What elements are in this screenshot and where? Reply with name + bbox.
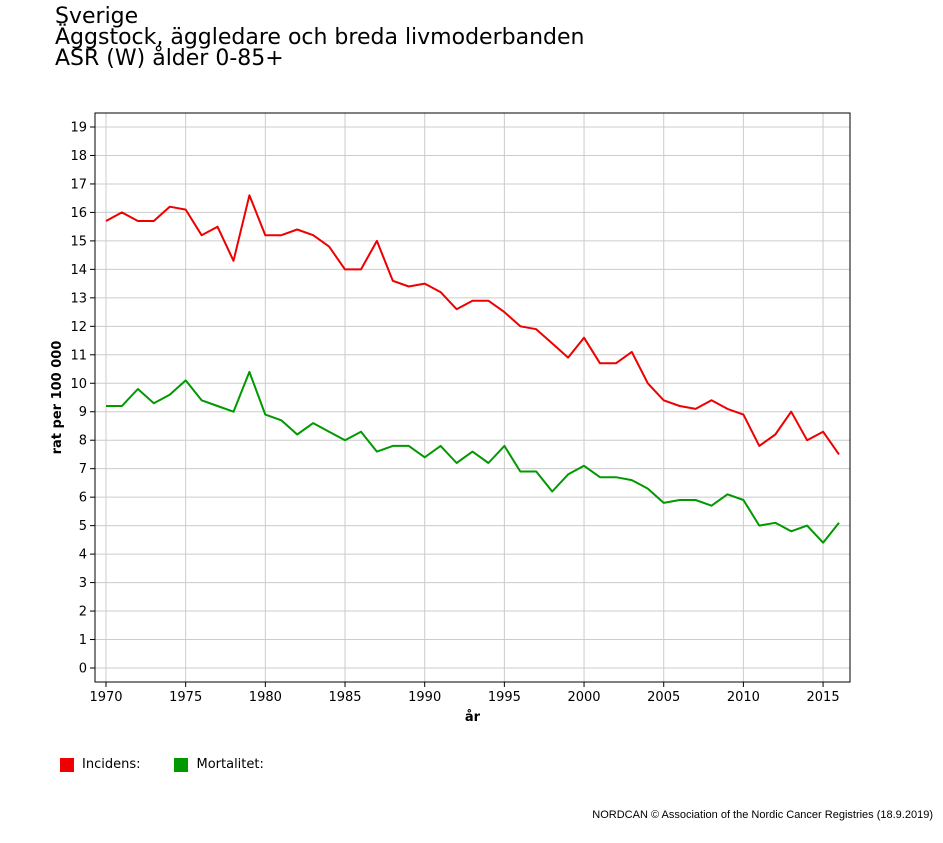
axes: 1970 1975 1980 1985 1990 1995 2000 2005 2010 2015… xyxy=(70,121,839,706)
y-tick-label: 12 xyxy=(70,320,87,335)
y-tick-label: 2 xyxy=(79,605,87,620)
title-country: Sverige xyxy=(55,4,139,29)
y-tick-label: 9 xyxy=(79,405,87,420)
y-tick-label: 6 xyxy=(79,491,87,506)
y-tick-label: 18 xyxy=(70,149,87,164)
x-tick-label: 2005 xyxy=(647,690,680,705)
x-tick-label: 1995 xyxy=(488,690,521,705)
y-tick-label: 3 xyxy=(79,576,87,591)
chart-title: Sverige Äggstock, äggledare och breda li… xyxy=(55,4,585,71)
x-tick-label: 2015 xyxy=(807,690,840,705)
x-tick-label: 1990 xyxy=(408,690,441,705)
y-axis-label: rat per 100 000 xyxy=(50,341,65,455)
title-site: Äggstock, äggledare och breda livmoderba… xyxy=(55,25,585,50)
title-measure: ASR (W) ålder 0-85+ xyxy=(55,46,284,71)
y-tick-label: 7 xyxy=(79,462,87,477)
y-tick-label: 10 xyxy=(70,377,87,392)
y-tick-label: 19 xyxy=(70,121,87,136)
y-tick-label: 5 xyxy=(79,519,87,534)
y-tick-label: 11 xyxy=(70,348,87,363)
series-line-incidens xyxy=(105,194,840,455)
y-tick-label: 0 xyxy=(79,662,87,677)
y-tick-label: 15 xyxy=(70,234,87,249)
x-tick-label: 1970 xyxy=(89,690,122,705)
y-tick-label: 1 xyxy=(79,633,87,648)
y-tick-label: 8 xyxy=(79,434,87,449)
legend-label-incidens: Incidens: xyxy=(82,757,141,772)
y-tick-label: 17 xyxy=(70,177,87,192)
legend-item-mortalitet: Mortalitet: xyxy=(174,757,264,772)
x-tick-label: 1985 xyxy=(328,690,361,705)
x-tick-label: 1975 xyxy=(169,690,202,705)
legend-swatch-mortalitet xyxy=(174,757,189,772)
y-tick-label: 16 xyxy=(70,206,87,221)
footer-credit: NORDCAN © Association of the Nordic Canc… xyxy=(592,809,933,821)
plot-frame xyxy=(94,112,851,683)
grid xyxy=(95,113,850,682)
legend-label-mortalitet: Mortalitet: xyxy=(196,757,264,772)
series-lines xyxy=(105,194,840,544)
y-tick-label: 14 xyxy=(70,263,87,278)
x-axis-label: år xyxy=(465,710,481,725)
legend: Incidens: Mortalitet: xyxy=(60,757,298,772)
series-line-mortalitet xyxy=(106,370,840,544)
x-tick-label: 1980 xyxy=(249,690,282,705)
y-tick-label: 4 xyxy=(79,548,87,563)
legend-swatch-incidens xyxy=(60,757,74,772)
x-tick-label: 2010 xyxy=(727,690,760,705)
y-tick-label: 13 xyxy=(70,291,87,306)
x-tick-label: 2000 xyxy=(567,690,600,705)
legend-item-incidens: Incidens: xyxy=(60,757,140,772)
